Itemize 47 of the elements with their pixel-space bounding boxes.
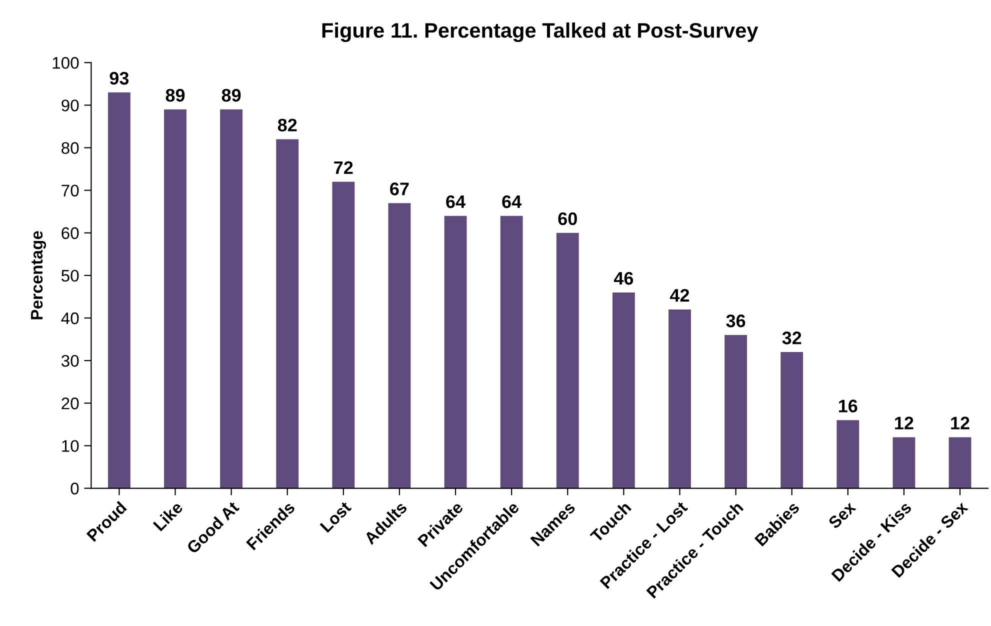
bar [444,216,467,488]
data-label: 64 [502,195,522,208]
y-axis-title: Percentage [31,231,46,320]
y-tick-label: 30 [61,354,79,367]
bar [164,109,186,488]
data-label: 67 [390,182,409,196]
y-tick-label: 100 [52,57,79,69]
chart-title: Figure 11. Percentage Talked at Post-Survey [322,22,758,42]
data-label: 36 [726,314,746,328]
data-label: 12 [951,416,970,430]
bar [556,232,579,488]
data-label: 64 [446,195,466,208]
bar [892,437,916,488]
data-label: 60 [558,212,577,226]
data-label: 89 [222,88,241,102]
data-label: 72 [334,161,353,174]
y-tick-label: 50 [61,270,79,282]
bar [612,292,635,488]
y-tick-label: 80 [62,142,79,154]
data-label: 32 [782,332,802,344]
data-label: 42 [670,288,690,302]
y-tick-label: 10 [62,440,79,452]
y-tick-label: 90 [62,100,79,112]
data-label: 12 [895,416,914,430]
y-tick-label: 20 [62,398,79,410]
y-tick-label: 60 [62,227,79,240]
bar [724,335,747,488]
bar [332,182,355,488]
bar [220,109,243,488]
bar [108,92,130,488]
bar [836,420,860,488]
bar [780,352,804,488]
y-tick-label: 40 [61,312,79,324]
data-label: 89 [166,88,185,102]
bar [276,139,299,488]
y-tick-label: 0 [70,482,79,494]
bar [500,216,523,488]
x-tick-label: Sex [828,500,856,530]
bar [388,203,411,488]
bar [948,437,972,488]
y-tick-label: 70 [62,184,79,197]
bar [668,309,691,488]
data-label: 16 [838,400,858,412]
data-label: 46 [614,272,634,285]
x-tick-label: Like [152,500,184,532]
data-label: 82 [278,118,297,132]
data-label: 93 [110,72,129,85]
